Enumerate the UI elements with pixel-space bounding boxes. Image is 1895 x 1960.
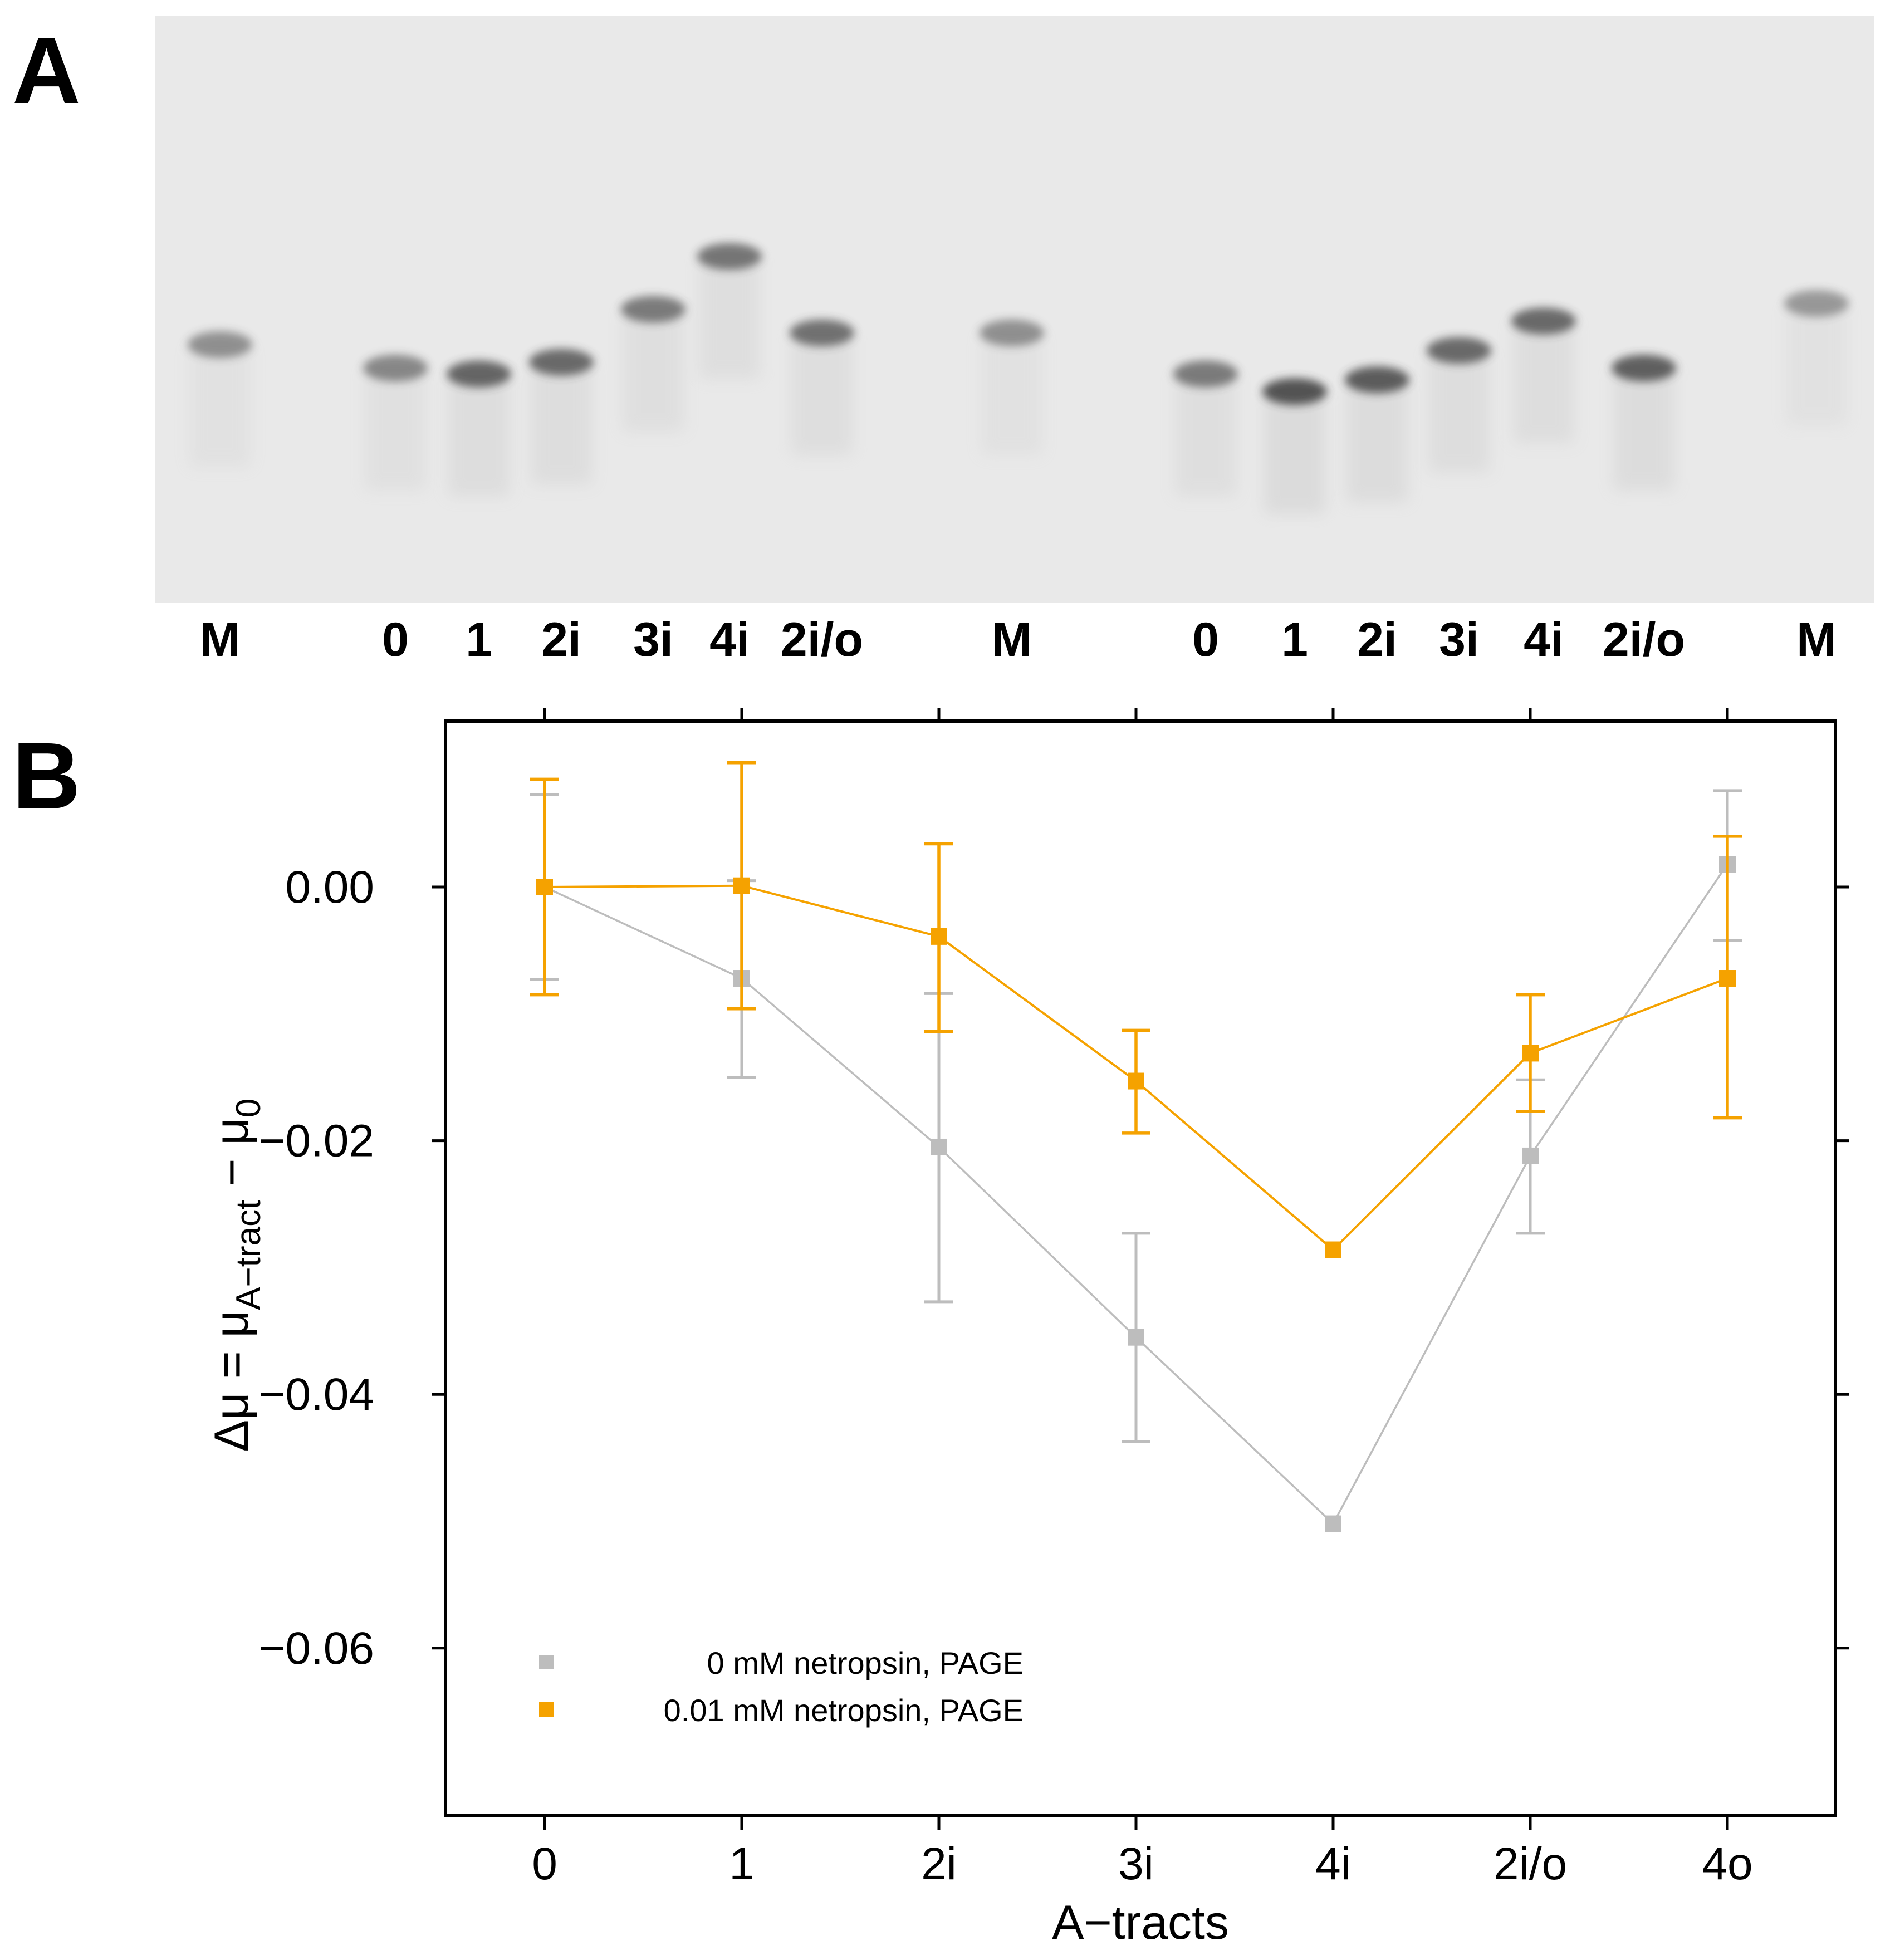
gel-smear — [1175, 374, 1236, 497]
gel-image — [155, 16, 1874, 603]
x-tick-label: 1 — [729, 1839, 755, 1889]
gel-smear — [1513, 321, 1574, 444]
plot-axes: 0.00 −0.02 −0.04 −0.06 0 1 2i 3i 4i 2i/o 4o — [259, 708, 1849, 1889]
y-axis-title-main: Δμ = μ — [205, 1310, 258, 1452]
data-point — [931, 928, 947, 945]
legend: 0 mM netropsin, PAGE 0.01 mM netropsin, … — [539, 1645, 1024, 1728]
gel-lane-label: 1 — [466, 613, 492, 667]
series-1 — [530, 761, 1742, 1258]
gel-band — [1173, 360, 1238, 388]
gel-band — [697, 243, 762, 270]
gel-band — [188, 331, 252, 358]
gel-smear — [365, 368, 426, 491]
gel-band — [1427, 337, 1491, 364]
gel-lane-label: M — [1796, 613, 1837, 667]
gel-smear — [189, 344, 251, 467]
x-tick-label: 3i — [1118, 1839, 1154, 1889]
gel-lane-label: 3i — [633, 613, 673, 667]
gel-band — [1511, 307, 1576, 335]
gel-lane-label: 4i — [1524, 613, 1564, 667]
gel-lane-label: 2i/o — [781, 613, 863, 667]
gel-lane-label: M — [200, 613, 240, 667]
series-0 — [530, 789, 1742, 1532]
data-point — [1128, 1072, 1144, 1090]
x-tick-label: 0 — [532, 1839, 557, 1889]
data-point — [1522, 1045, 1539, 1062]
gel-lane-label: 2i — [541, 613, 581, 667]
gel-smear — [448, 374, 510, 497]
gel-smear — [1428, 350, 1490, 473]
gel-smear — [1264, 391, 1325, 514]
gel-smear — [699, 256, 760, 379]
gel-smear — [981, 332, 1042, 455]
gel-smear — [1786, 303, 1847, 426]
gel-smear — [623, 309, 684, 432]
data-point — [536, 879, 553, 895]
x-tick-label: 4o — [1702, 1839, 1752, 1889]
y-axis-title: Δμ = μA−tract − μ0 — [205, 1099, 268, 1452]
data-point — [733, 877, 750, 894]
gel-smear — [1613, 368, 1674, 491]
y-axis-title-mid: − μ — [205, 1118, 258, 1200]
plot-series — [530, 761, 1742, 1532]
gel-smear — [531, 362, 592, 485]
x-tick-label: 2i/o — [1494, 1839, 1567, 1889]
data-point — [1325, 1241, 1341, 1258]
gel-band — [363, 355, 428, 381]
plot-frame — [444, 719, 1837, 1817]
gel-lane-label: 0 — [382, 613, 409, 667]
gel-band — [447, 360, 511, 388]
gel-bands — [188, 243, 1849, 514]
gel-smear — [791, 332, 853, 455]
data-point — [1128, 1329, 1144, 1346]
gel-band — [529, 349, 594, 376]
y-axis-title-sub-atract: A−tract — [229, 1200, 268, 1310]
data-point — [931, 1138, 947, 1155]
y-axis-title-sub-zero: 0 — [229, 1099, 268, 1118]
gel-lane-label: 1 — [1281, 613, 1308, 667]
legend-label-0: 0 mM netropsin, PAGE — [707, 1645, 1024, 1680]
gel-band — [1612, 355, 1676, 381]
data-point — [1522, 1147, 1539, 1164]
legend-marker-0 — [539, 1655, 554, 1669]
gel-band — [621, 296, 685, 323]
data-point — [1719, 970, 1736, 987]
legend-label-1: 0.01 mM netropsin, PAGE — [664, 1693, 1024, 1728]
gel-band — [980, 319, 1044, 346]
x-tick-label: 2i — [921, 1839, 957, 1889]
x-tick-label: 4i — [1315, 1839, 1351, 1889]
y-tick-label: −0.04 — [259, 1369, 374, 1420]
gel-band — [1784, 290, 1849, 317]
gel-lane-labels: M 0 1 2i 3i 4i 2i/o M 0 1 2i 3i 4i 2i/o M — [200, 613, 1837, 667]
gel-lane-label: M — [992, 613, 1032, 667]
panel-b-letter: B — [12, 723, 81, 829]
gel-lane-label: 0 — [1192, 613, 1219, 667]
gel-smear — [1346, 380, 1408, 503]
data-point — [1325, 1515, 1341, 1532]
gel-band — [1345, 366, 1409, 394]
y-tick-label: −0.02 — [259, 1116, 374, 1167]
gel-lane-label: 3i — [1439, 613, 1479, 667]
gel-band — [790, 319, 854, 346]
gel-lane-label: 4i — [709, 613, 750, 667]
x-axis-title: A−tracts — [1052, 1896, 1229, 1949]
y-tick-label: −0.06 — [259, 1623, 374, 1674]
panel-a-letter: A — [12, 18, 81, 124]
legend-marker-1 — [539, 1702, 554, 1717]
gel-lane-label: 2i/o — [1603, 613, 1685, 667]
gel-band — [1262, 378, 1327, 405]
gel-lane-label: 2i — [1357, 613, 1397, 667]
y-tick-label: 0.00 — [285, 862, 374, 913]
